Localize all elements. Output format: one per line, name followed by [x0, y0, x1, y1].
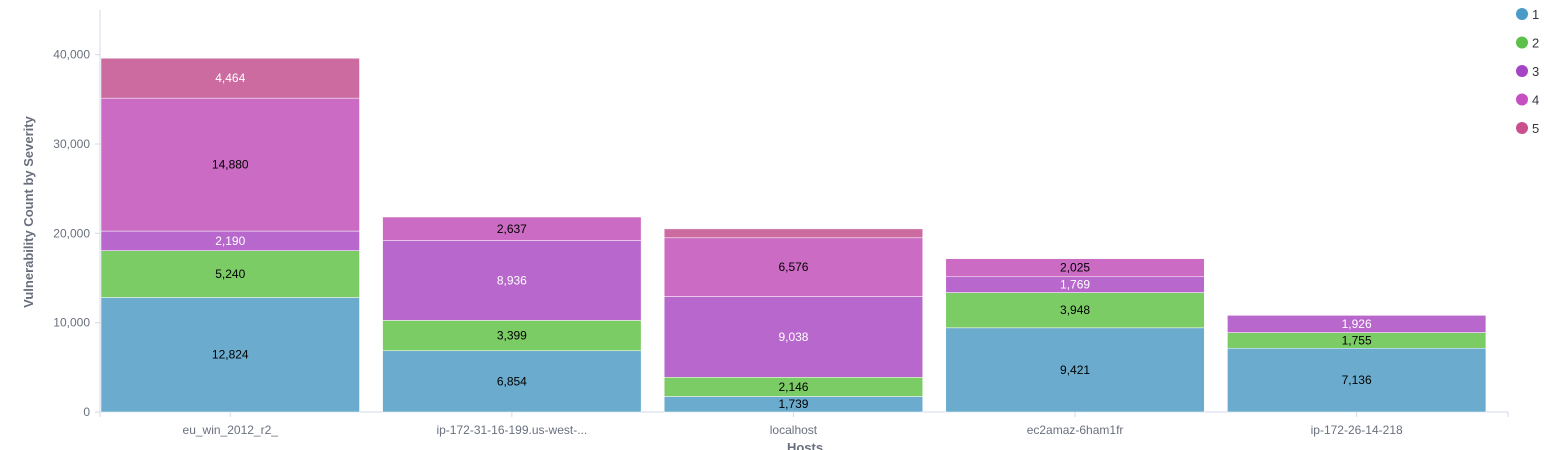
bars — [100, 58, 1487, 413]
bar-value-label: 2,146 — [778, 380, 808, 394]
bar-value-label: 1,739 — [778, 397, 808, 411]
y-axis-title: Vulnerability Count by Severity — [21, 115, 36, 307]
bar-segment-severity-2[interactable] — [100, 250, 360, 298]
bar-segment-severity-5[interactable] — [100, 58, 360, 99]
legend: 1 2 3 4 5 — [1516, 7, 1539, 136]
bar-value-label: 14,880 — [212, 158, 249, 172]
bar-value-label: 12,824 — [212, 348, 249, 362]
legend-item-3[interactable]: 3 — [1516, 64, 1539, 79]
bar-segment-severity-1[interactable] — [100, 297, 360, 413]
bar-value-label: 1,769 — [1060, 278, 1090, 292]
x-tick-label: eu_win_2012_r2_ — [183, 423, 279, 437]
legend-swatch — [1516, 93, 1528, 106]
y-tick-label: 10,000 — [53, 316, 90, 330]
bar-segment-severity-2[interactable] — [945, 292, 1205, 329]
bar-segment-severity-4[interactable] — [663, 237, 923, 297]
bar-value-label: 2,190 — [215, 234, 245, 248]
legend-swatch — [1516, 8, 1528, 20]
x-tick-label: ip-172-31-16-199.us-west-... — [436, 423, 587, 437]
bar-value-label: 4,464 — [215, 71, 245, 85]
x-tick-label: localhost — [770, 423, 818, 437]
bar-value-label: 3,399 — [497, 329, 527, 343]
bar-value-label: 2,025 — [1060, 261, 1090, 275]
bar-value-label: 5,240 — [215, 267, 245, 281]
legend-label: 3 — [1532, 64, 1539, 79]
bar-segment-severity-4[interactable] — [100, 97, 360, 232]
legend-item-1[interactable]: 1 — [1516, 7, 1539, 22]
legend-label: 4 — [1532, 93, 1539, 108]
bar-segment-severity-2[interactable] — [382, 320, 642, 352]
bar-value-label: 3,948 — [1060, 303, 1090, 317]
bar-segment-severity-4[interactable] — [945, 258, 1205, 278]
bar-value-labels: 12,824 5,240 2,190 14,880 4,464 6,854 3,399 8,9… — [212, 71, 1372, 411]
bar-value-label: 8,936 — [497, 273, 527, 287]
bar-value-label: 9,038 — [778, 330, 808, 344]
legend-swatch — [1516, 36, 1528, 49]
legend-label: 1 — [1532, 7, 1539, 22]
bar-segment-severity-1[interactable] — [945, 327, 1205, 413]
bar-value-label: 9,421 — [1060, 363, 1090, 377]
bar-value-label: 2,637 — [497, 222, 527, 236]
x-axis-title: Hosts — [787, 440, 823, 450]
bar-segment-severity-3[interactable] — [1227, 315, 1487, 333]
bar-value-label: 1,926 — [1342, 317, 1372, 331]
legend-swatch — [1516, 122, 1528, 134]
legend-swatch — [1516, 65, 1528, 77]
bar-segment-severity-1[interactable] — [382, 350, 642, 413]
bar-segment-severity-5[interactable] — [663, 228, 923, 239]
y-axis-ticks: 0 10,000 20,000 30,000 40,000 — [53, 48, 100, 419]
legend-item-4[interactable]: 4 — [1516, 93, 1539, 108]
bar-value-label: 6,854 — [497, 374, 527, 388]
legend-item-2[interactable]: 2 — [1516, 36, 1539, 51]
legend-item-5[interactable]: 5 — [1516, 121, 1539, 136]
legend-label: 2 — [1532, 36, 1539, 51]
y-tick-label: 0 — [83, 405, 90, 419]
x-tick-label: ip-172-26-14-218 — [1311, 423, 1403, 437]
x-axis-ticks: eu_win_2012_r2_ ip-172-31-16-199.us-west-… — [99, 412, 1509, 437]
bar-segment-severity-4[interactable] — [382, 216, 642, 241]
y-tick-label: 30,000 — [53, 137, 90, 151]
x-tick-label: ec2amaz-6ham1fr — [1027, 423, 1124, 437]
bar-value-label: 1,755 — [1342, 333, 1372, 347]
y-tick-label: 40,000 — [53, 48, 90, 62]
bar-value-label: 7,136 — [1342, 373, 1372, 387]
bar-value-label: 6,576 — [778, 260, 808, 274]
legend-label: 5 — [1532, 121, 1539, 136]
y-tick-label: 20,000 — [53, 226, 90, 240]
